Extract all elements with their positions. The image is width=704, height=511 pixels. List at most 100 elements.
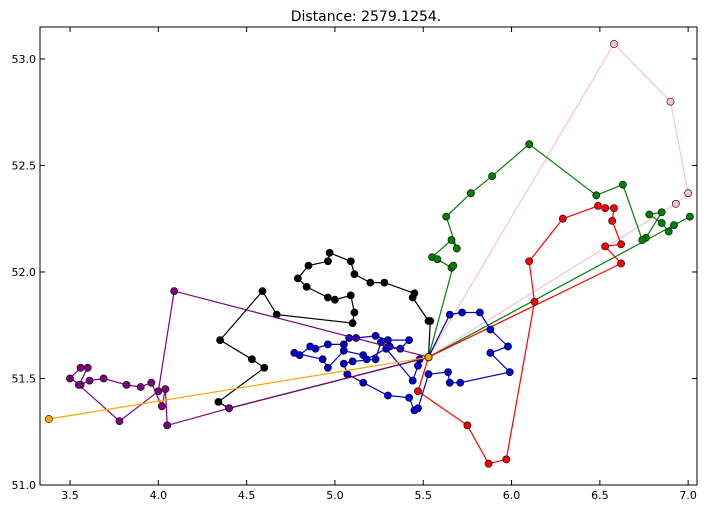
- data-point: [638, 236, 647, 244]
- data-point: [290, 348, 299, 357]
- x-tick-label: 7.0: [679, 489, 697, 502]
- x-tick-label: 4.5: [238, 489, 256, 502]
- data-point: [225, 404, 233, 413]
- axes-frame: [39, 26, 698, 486]
- data-point: [530, 297, 539, 306]
- data-point: [426, 317, 435, 325]
- data-point: [444, 368, 452, 376]
- data-point: [258, 287, 267, 295]
- series-3: [290, 308, 514, 415]
- data-point: [424, 370, 433, 379]
- data-point: [433, 255, 442, 264]
- data-point: [686, 212, 694, 221]
- data-point: [617, 259, 625, 268]
- data-point: [447, 236, 456, 244]
- data-point: [161, 385, 170, 393]
- chart-title: Distance: 2579.1254.: [291, 9, 442, 25]
- series-1: [424, 140, 694, 362]
- series-line: [427, 43, 689, 358]
- data-point: [260, 363, 269, 372]
- data-point: [408, 293, 417, 302]
- data-point: [445, 310, 454, 319]
- data-point: [323, 363, 332, 372]
- data-point: [383, 336, 392, 344]
- depot-point: [424, 353, 433, 362]
- data-point: [610, 40, 618, 48]
- data-point: [216, 336, 224, 344]
- data-point: [163, 421, 172, 430]
- data-point: [170, 287, 179, 295]
- x-tick-label: 3.5: [61, 489, 79, 502]
- data-point: [359, 378, 368, 387]
- data-point: [671, 199, 680, 208]
- data-point: [486, 325, 495, 334]
- data-point: [414, 361, 422, 370]
- data-point: [410, 406, 419, 415]
- data-point: [323, 340, 332, 349]
- data-point: [617, 240, 625, 249]
- data-point: [502, 455, 511, 464]
- y-tick-label: 51.5: [12, 372, 37, 385]
- data-point: [405, 336, 413, 344]
- series-line: [48, 356, 429, 420]
- data-point: [405, 393, 413, 402]
- data-point: [371, 331, 380, 340]
- data-point: [408, 376, 417, 385]
- data-point: [484, 459, 493, 468]
- data-point: [486, 348, 495, 357]
- y-tick-label: 52.5: [12, 159, 37, 172]
- data-point: [525, 140, 534, 149]
- data-point: [147, 378, 156, 387]
- data-point: [362, 355, 371, 364]
- y-tick-label: 52.0: [12, 266, 37, 279]
- data-point: [475, 308, 484, 317]
- data-point: [343, 370, 352, 379]
- data-point: [558, 214, 567, 223]
- data-point: [414, 387, 422, 396]
- data-point: [466, 189, 475, 198]
- data-point: [445, 378, 454, 387]
- y-tick-label: 53.0: [12, 53, 37, 66]
- data-point: [350, 308, 359, 317]
- data-point: [670, 221, 678, 229]
- data-point: [594, 201, 602, 210]
- data-point: [504, 342, 512, 351]
- data-point: [154, 387, 163, 396]
- x-tick-label: 6.5: [591, 489, 609, 502]
- x-tick-label: 6.0: [503, 489, 521, 502]
- data-point: [306, 342, 315, 351]
- data-point: [371, 355, 380, 364]
- series-line: [427, 143, 691, 358]
- data-point: [657, 208, 666, 217]
- data-point: [247, 355, 256, 364]
- data-point: [608, 216, 617, 225]
- x-tick-label: 5.0: [326, 489, 344, 502]
- data-point: [346, 291, 355, 300]
- data-point: [366, 278, 375, 287]
- data-point: [318, 355, 327, 364]
- data-point: [115, 417, 124, 425]
- data-point: [610, 204, 618, 212]
- data-point: [657, 219, 666, 227]
- data-point: [85, 376, 94, 385]
- data-point: [456, 378, 465, 387]
- data-point: [325, 248, 334, 257]
- series-line: [417, 205, 623, 465]
- data-point: [323, 293, 332, 302]
- x-tick-label: 5.5: [415, 489, 433, 502]
- data-point: [666, 97, 675, 106]
- data-point: [157, 402, 166, 411]
- data-point: [505, 368, 514, 376]
- data-point: [348, 357, 357, 366]
- data-point: [302, 282, 311, 291]
- data-point: [66, 374, 74, 383]
- series-2: [414, 201, 625, 468]
- axes: 3.5 4.0 4.5 5.0 5.5 6.0 6.5 7.0 51.0 51.5 52.0 52.5…: [12, 26, 698, 502]
- plot-area: [44, 40, 694, 468]
- data-point: [83, 363, 92, 372]
- data-point: [601, 204, 610, 212]
- data-point: [442, 212, 451, 221]
- data-point: [339, 346, 348, 355]
- data-point: [75, 380, 83, 389]
